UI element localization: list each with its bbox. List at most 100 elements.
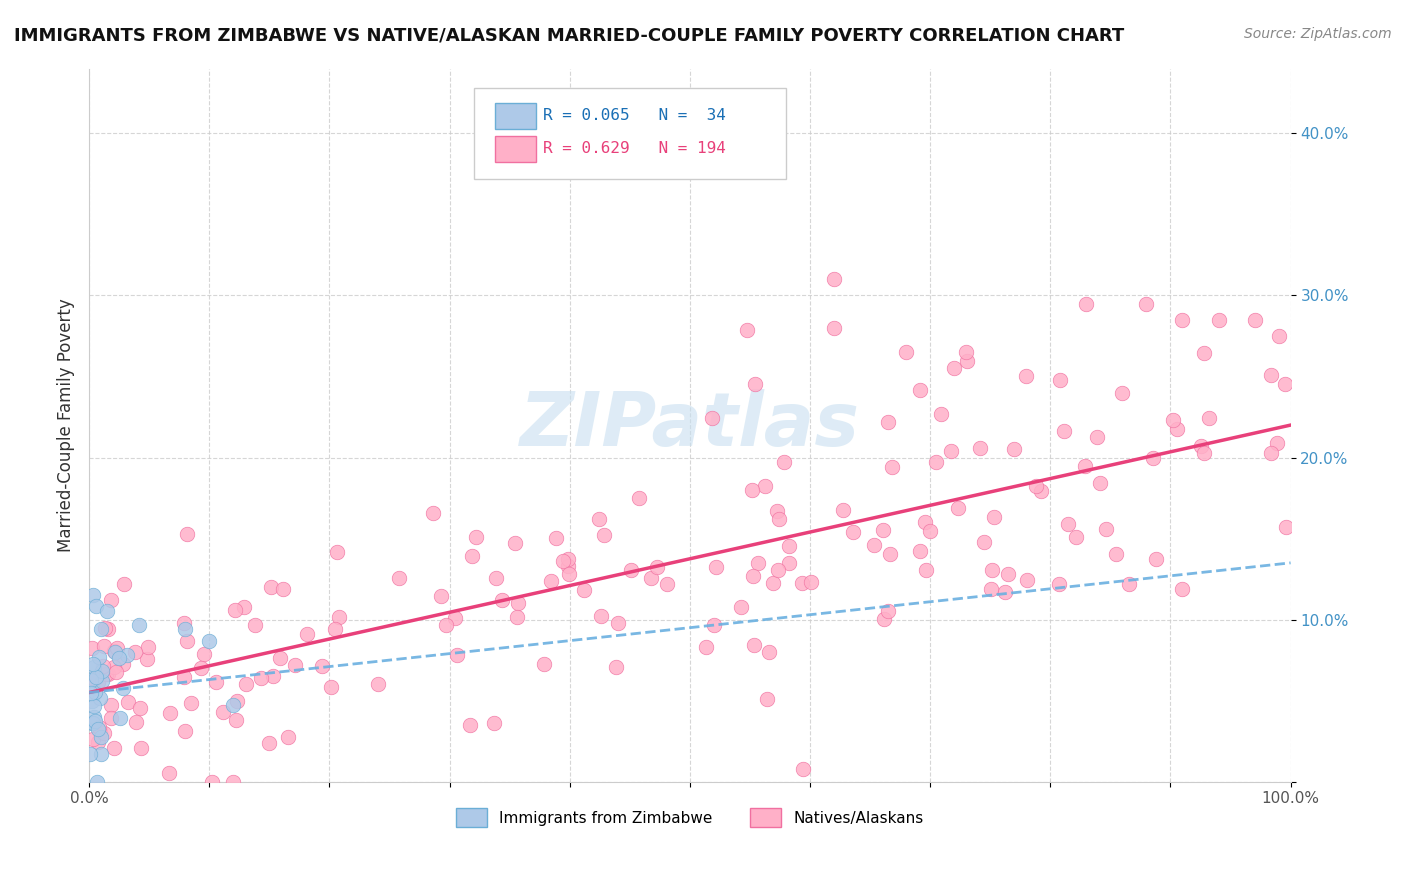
Point — [125, 714, 148, 729]
Point — [82, 588, 104, 602]
Point — [1053, 424, 1076, 438]
Point — [105, 641, 128, 656]
Point — [1189, 439, 1212, 453]
Point — [222, 774, 245, 789]
FancyBboxPatch shape — [495, 103, 536, 129]
Point — [1142, 450, 1164, 465]
Point — [367, 676, 389, 690]
Point — [212, 705, 235, 719]
Point — [176, 634, 198, 648]
Point — [87, 722, 110, 736]
Point — [190, 661, 212, 675]
Point — [87, 649, 110, 664]
Point — [588, 512, 610, 526]
Point — [762, 575, 785, 590]
Point — [981, 563, 1004, 577]
Legend: Immigrants from Zimbabwe, Natives/Alaskans: Immigrants from Zimbabwe, Natives/Alaska… — [449, 801, 931, 835]
Point — [1171, 312, 1194, 326]
Point — [115, 648, 138, 663]
Point — [84, 684, 107, 698]
Point — [645, 560, 668, 574]
Point — [82, 657, 104, 671]
Point — [259, 580, 281, 594]
Point — [80, 686, 103, 700]
Point — [80, 694, 103, 708]
Point — [434, 617, 457, 632]
Point — [224, 603, 246, 617]
Point — [103, 740, 125, 755]
Point — [695, 640, 717, 654]
Point — [465, 530, 488, 544]
Point — [269, 651, 291, 665]
Point — [914, 516, 936, 530]
Point — [879, 548, 901, 562]
Point — [627, 491, 650, 505]
Point — [94, 621, 117, 635]
Point — [831, 503, 853, 517]
Point — [1144, 551, 1167, 566]
Point — [444, 611, 467, 625]
Point — [800, 574, 823, 589]
Point — [756, 691, 779, 706]
Point — [747, 556, 769, 570]
Point — [640, 571, 662, 585]
Point — [914, 562, 936, 576]
Point — [157, 765, 180, 780]
Point — [193, 647, 215, 661]
Point — [422, 506, 444, 520]
Point — [655, 577, 678, 591]
Point — [955, 345, 977, 359]
Point — [1274, 377, 1296, 392]
Point — [80, 673, 103, 688]
Point — [97, 623, 120, 637]
Point — [86, 774, 108, 789]
Point — [1260, 446, 1282, 460]
Point — [83, 710, 105, 724]
Point — [117, 695, 139, 709]
Point — [592, 528, 614, 542]
Point — [103, 644, 125, 658]
Point — [589, 609, 612, 624]
Point — [328, 609, 350, 624]
Point — [768, 563, 790, 577]
Point — [131, 740, 153, 755]
Point — [551, 553, 574, 567]
Point — [773, 455, 796, 469]
Point — [842, 524, 865, 539]
Point — [983, 509, 1005, 524]
Point — [176, 526, 198, 541]
Point — [86, 670, 108, 684]
Point — [1111, 386, 1133, 401]
Point — [235, 677, 257, 691]
Point — [738, 102, 761, 116]
Text: ZIPatlas: ZIPatlas — [520, 389, 860, 461]
Point — [918, 524, 941, 538]
Point — [1118, 577, 1140, 591]
Point — [112, 657, 135, 671]
Point — [1260, 368, 1282, 383]
Point — [997, 567, 1019, 582]
Point — [702, 410, 724, 425]
Point — [863, 538, 886, 552]
Point — [872, 523, 894, 537]
Point — [754, 479, 776, 493]
Point — [319, 680, 342, 694]
Point — [82, 641, 104, 656]
Point — [225, 713, 247, 727]
Point — [250, 671, 273, 685]
Point — [703, 617, 725, 632]
Point — [741, 483, 763, 498]
Point — [323, 623, 346, 637]
Point — [1161, 412, 1184, 426]
Point — [173, 724, 195, 739]
Point — [605, 659, 627, 673]
Point — [83, 698, 105, 713]
Point — [93, 726, 115, 740]
Point — [96, 604, 118, 618]
Point — [271, 582, 294, 596]
Point — [325, 544, 347, 558]
Point — [83, 660, 105, 674]
Point — [823, 321, 845, 335]
Point — [1076, 296, 1098, 310]
Point — [136, 640, 159, 654]
